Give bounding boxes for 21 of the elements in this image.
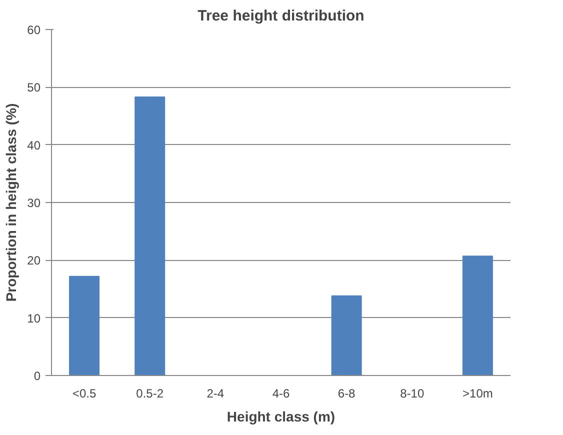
x-tick-label: 4-6 [272, 386, 290, 400]
x-tick-label: <0.5 [72, 386, 96, 400]
y-tick-label: 0 [34, 369, 41, 383]
bar [331, 295, 362, 376]
y-tick-label: 50 [27, 80, 41, 95]
x-tick-label: 0.5-2 [136, 386, 164, 400]
x-tick-label: 2-4 [206, 386, 224, 400]
x-tick-label: >10m [462, 386, 493, 400]
y-tick-label: 10 [27, 311, 41, 326]
y-tick-label: 40 [27, 138, 41, 152]
bar [462, 256, 493, 376]
x-tick-label: 8-10 [400, 386, 424, 400]
y-tick-label: 20 [27, 254, 41, 268]
bar [134, 96, 166, 376]
x-tick-label: 6-8 [338, 386, 356, 400]
y-tick-label: 60 [27, 23, 41, 37]
chart-title: Tree height distribution [198, 8, 364, 24]
y-tick-label: 30 [27, 196, 41, 210]
x-axis-title: Height class (m) [226, 408, 336, 424]
y-axis-title: Proportion in height class (%) [3, 103, 20, 302]
bar [69, 276, 100, 376]
